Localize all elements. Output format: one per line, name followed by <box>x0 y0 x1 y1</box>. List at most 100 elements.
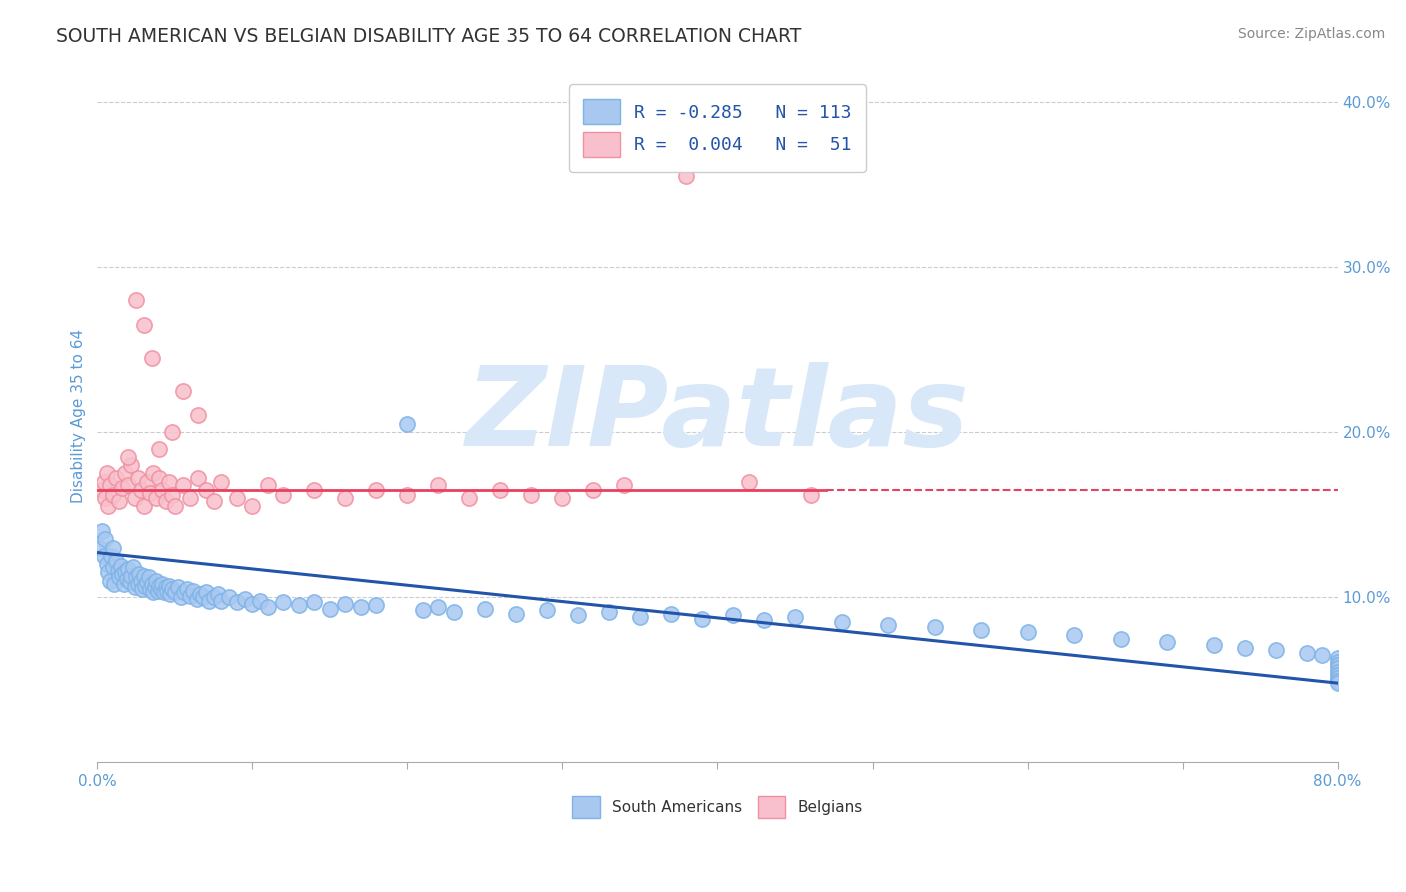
Point <box>139 486 162 500</box>
Point <box>111 481 134 495</box>
Point <box>188 587 211 601</box>
Point <box>443 605 465 619</box>
Point <box>163 585 186 599</box>
Point <box>366 483 388 497</box>
Point <box>155 494 177 508</box>
Point <box>520 488 543 502</box>
Point <box>91 524 114 538</box>
Point <box>877 618 900 632</box>
Point <box>183 583 205 598</box>
Point <box>924 620 946 634</box>
Point <box>93 475 115 489</box>
Point <box>613 478 636 492</box>
Point <box>96 467 118 481</box>
Text: ZIPatlas: ZIPatlas <box>465 362 969 469</box>
Point <box>149 582 172 596</box>
Point <box>783 610 806 624</box>
Point <box>209 593 232 607</box>
Point <box>142 585 165 599</box>
Point <box>1017 624 1039 639</box>
Point <box>98 478 121 492</box>
Point <box>127 471 149 485</box>
Point <box>207 587 229 601</box>
Point <box>100 549 122 563</box>
Point <box>142 467 165 481</box>
Point <box>143 580 166 594</box>
Point <box>202 494 225 508</box>
Point <box>94 533 117 547</box>
Point <box>187 471 209 485</box>
Point <box>489 483 512 497</box>
Text: Source: ZipAtlas.com: Source: ZipAtlas.com <box>1237 27 1385 41</box>
Point <box>1109 632 1132 646</box>
Point <box>118 575 141 590</box>
Point <box>122 560 145 574</box>
Point <box>257 600 280 615</box>
Point <box>104 554 127 568</box>
Point <box>157 475 180 489</box>
Point <box>1326 651 1348 665</box>
Point <box>145 491 167 505</box>
Point <box>107 564 129 578</box>
Point <box>124 580 146 594</box>
Point <box>141 351 163 365</box>
Point <box>155 580 177 594</box>
Point <box>141 577 163 591</box>
Point <box>335 597 357 611</box>
Point <box>598 605 620 619</box>
Point <box>582 483 605 497</box>
Point <box>153 585 176 599</box>
Point <box>218 591 240 605</box>
Point <box>98 574 121 588</box>
Point <box>209 475 232 489</box>
Point <box>752 613 775 627</box>
Point <box>1063 628 1085 642</box>
Point <box>412 603 434 617</box>
Point <box>160 488 183 502</box>
Point <box>152 577 174 591</box>
Point <box>91 483 114 497</box>
Point <box>1156 635 1178 649</box>
Point <box>93 549 115 563</box>
Point <box>89 541 111 555</box>
Point <box>551 491 574 505</box>
Point <box>157 579 180 593</box>
Point <box>799 488 821 502</box>
Point <box>110 558 132 573</box>
Point <box>101 488 124 502</box>
Point <box>319 601 342 615</box>
Point <box>396 488 419 502</box>
Point <box>172 384 194 398</box>
Point <box>159 587 181 601</box>
Y-axis label: Disability Age 35 to 64: Disability Age 35 to 64 <box>72 328 86 502</box>
Point <box>117 478 139 492</box>
Point <box>427 600 450 615</box>
Point <box>114 566 136 580</box>
Point <box>1310 648 1333 662</box>
Point <box>1202 638 1225 652</box>
Point <box>194 483 217 497</box>
Point <box>128 567 150 582</box>
Point <box>125 570 148 584</box>
Point <box>111 567 134 582</box>
Point <box>129 574 152 588</box>
Point <box>396 417 419 431</box>
Point <box>173 585 195 599</box>
Point <box>152 483 174 497</box>
Point <box>96 557 118 571</box>
Point <box>132 318 155 332</box>
Point <box>628 610 651 624</box>
Point <box>170 591 193 605</box>
Text: SOUTH AMERICAN VS BELGIAN DISABILITY AGE 35 TO 64 CORRELATION CHART: SOUTH AMERICAN VS BELGIAN DISABILITY AGE… <box>56 27 801 45</box>
Point <box>335 491 357 505</box>
Point <box>567 608 589 623</box>
Point <box>366 599 388 613</box>
Legend: South Americans, Belgians: South Americans, Belgians <box>567 790 869 824</box>
Point <box>721 608 744 623</box>
Point <box>163 500 186 514</box>
Point <box>97 566 120 580</box>
Point <box>1326 657 1348 672</box>
Point <box>108 494 131 508</box>
Point <box>156 583 179 598</box>
Point <box>970 624 993 638</box>
